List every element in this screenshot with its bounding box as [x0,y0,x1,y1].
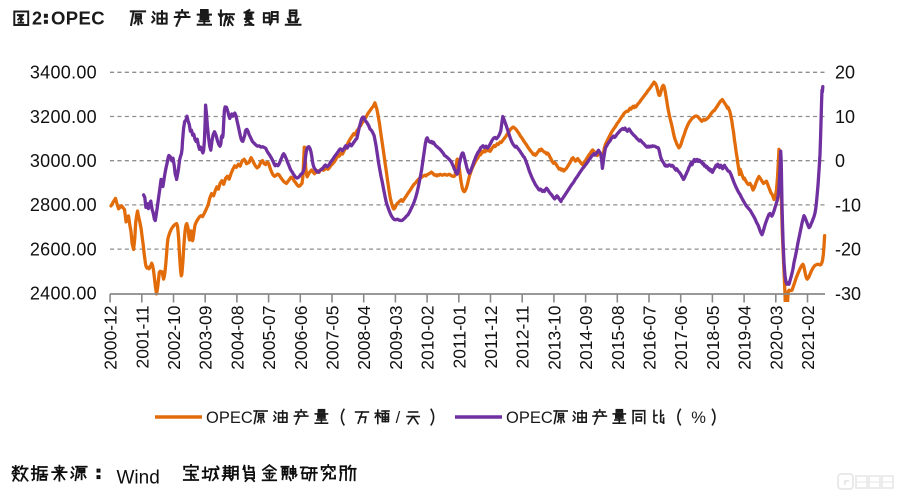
svg-text:Wind: Wind [117,468,160,489]
svg-text:2018-05: 2018-05 [703,306,723,370]
svg-text:2012-11: 2012-11 [513,306,533,369]
svg-text:2009-03: 2009-03 [386,306,406,370]
svg-text:2400.00: 2400.00 [30,284,97,304]
svg-text:10: 10 [835,107,855,127]
svg-text:2004-08: 2004-08 [227,306,247,370]
svg-text:2600.00: 2600.00 [30,239,97,259]
svg-text:2011-01: 2011-01 [449,306,469,369]
svg-text:-10: -10 [835,195,861,215]
svg-text:2015-08: 2015-08 [608,306,628,370]
svg-text:3400.00: 3400.00 [30,63,97,83]
svg-text:2: 2 [32,9,42,29]
svg-text:2003-09: 2003-09 [196,306,216,370]
svg-text:/: / [396,409,401,427]
svg-text:2020-03: 2020-03 [766,306,786,370]
svg-text:2014-09: 2014-09 [576,306,596,370]
svg-text:2013-10: 2013-10 [544,305,564,369]
svg-text:20: 20 [835,63,855,83]
svg-text:2010-02: 2010-02 [418,306,438,370]
svg-text:2005-07: 2005-07 [259,306,279,370]
svg-text:2019-04: 2019-04 [735,305,755,369]
svg-text:OPEC: OPEC [206,409,253,427]
svg-text:0: 0 [835,151,845,171]
svg-text:2001-11: 2001-11 [132,306,152,369]
svg-text:2008-04: 2008-04 [354,305,374,369]
svg-text:-30: -30 [835,284,861,304]
svg-text:2011-12: 2011-12 [481,306,501,369]
svg-text:%: % [691,409,706,427]
svg-text:2002-10: 2002-10 [164,305,184,369]
svg-text:OPEC: OPEC [506,409,553,427]
svg-text:2006-06: 2006-06 [291,306,311,370]
svg-text:OPEC: OPEC [51,8,105,29]
svg-text:2017-06: 2017-06 [671,306,691,370]
svg-text:2000-12: 2000-12 [101,306,121,370]
svg-text:2016-07: 2016-07 [640,306,660,370]
svg-text:2007-05: 2007-05 [323,306,343,370]
svg-text:2800.00: 2800.00 [30,195,97,215]
svg-text:3000.00: 3000.00 [30,151,97,171]
svg-text:2021-02: 2021-02 [798,306,818,370]
svg-text:3200.00: 3200.00 [30,107,97,127]
svg-text:-20: -20 [835,240,861,260]
